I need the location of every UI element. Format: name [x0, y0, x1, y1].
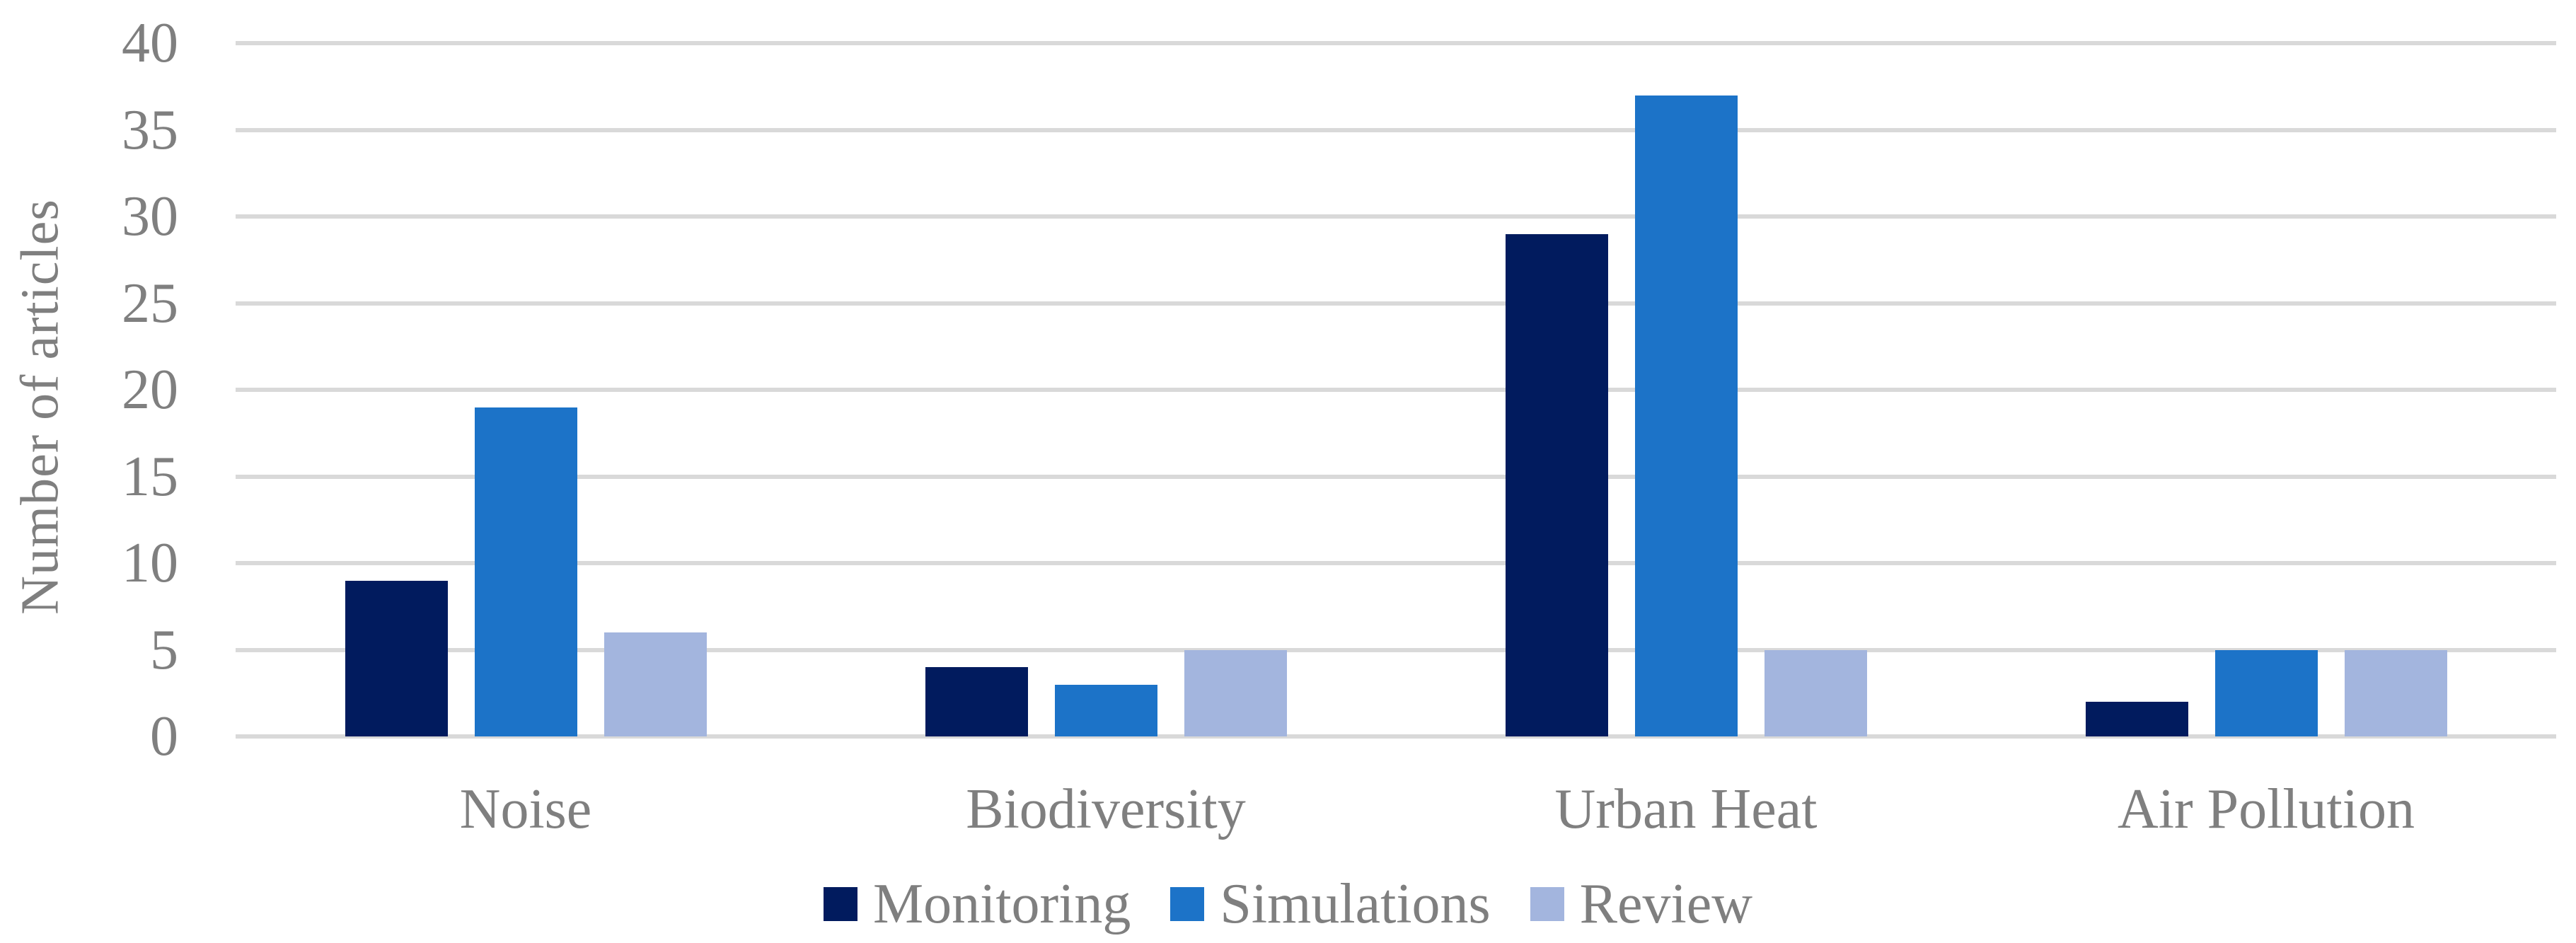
y-tick-label: 40 [122, 12, 178, 74]
legend-label: Monitoring [872, 873, 1131, 935]
legend-label: Review [1579, 873, 1753, 935]
gridline [236, 474, 2556, 479]
y-tick-label: 25 [122, 272, 178, 335]
legend-item-simulations: Simulations [1170, 873, 1491, 935]
bar-review-urban-heat [1764, 649, 1867, 736]
gridline [236, 388, 2556, 392]
y-tick-label: 35 [122, 98, 178, 161]
bar-group-noise [236, 43, 816, 736]
gridline [236, 41, 2556, 45]
legend-item-review: Review [1530, 876, 1752, 932]
x-category-label: Biodiversity [966, 778, 1246, 840]
legend-swatch-simulations [1170, 887, 1205, 921]
legend-item-monitoring: Monitoring [823, 873, 1131, 935]
bar-review-air-pollution [2344, 649, 2447, 736]
bar-simulations-urban-heat [1634, 95, 1738, 736]
bar-monitoring-air-pollution [2085, 702, 2188, 736]
x-category-label: Air Pollution [2117, 778, 2415, 840]
x-axis-category-labels: Noise Biodiversity Urban Heat Air Pollution [236, 778, 2556, 840]
y-tick-label: 15 [122, 445, 178, 508]
gridline [236, 127, 2556, 132]
y-tick-label: 30 [122, 185, 178, 248]
bar-group-urban-heat [1396, 43, 1976, 736]
gridline [236, 734, 2556, 739]
y-axis-tick-labels: 0 5 10 15 20 25 30 35 40 [0, 15, 178, 765]
gridline [236, 214, 2556, 219]
x-category-label: Noise [459, 778, 592, 840]
bar-review-biodiversity [1184, 649, 1287, 736]
bar-monitoring-urban-heat [1505, 233, 1608, 736]
legend-label: Simulations [1220, 873, 1491, 935]
bar-group-biodiversity [816, 43, 1396, 736]
bar-group-air-pollution [1976, 43, 2556, 736]
x-category-label: Urban Heat [1554, 778, 1818, 840]
plot-area [236, 41, 2556, 739]
bar-simulations-air-pollution [2214, 649, 2318, 736]
legend-swatch-review [1530, 887, 1564, 921]
y-tick-label: 0 [150, 705, 178, 768]
gridline [236, 301, 2556, 306]
gridline [236, 561, 2556, 565]
bar-simulations-biodiversity [1054, 684, 1157, 736]
legend-swatch-monitoring [823, 887, 857, 921]
gridline [236, 647, 2556, 652]
bar-simulations-noise [474, 407, 577, 736]
bar-monitoring-biodiversity [925, 667, 1028, 736]
bar-monitoring-noise [345, 580, 448, 736]
bar-review-noise [603, 632, 707, 736]
y-tick-label: 5 [150, 618, 178, 681]
bar-groups [236, 43, 2556, 736]
y-tick-label: 20 [122, 359, 178, 421]
y-tick-label: 10 [122, 532, 178, 594]
legend: Monitoring Simulations Review [0, 876, 2576, 932]
